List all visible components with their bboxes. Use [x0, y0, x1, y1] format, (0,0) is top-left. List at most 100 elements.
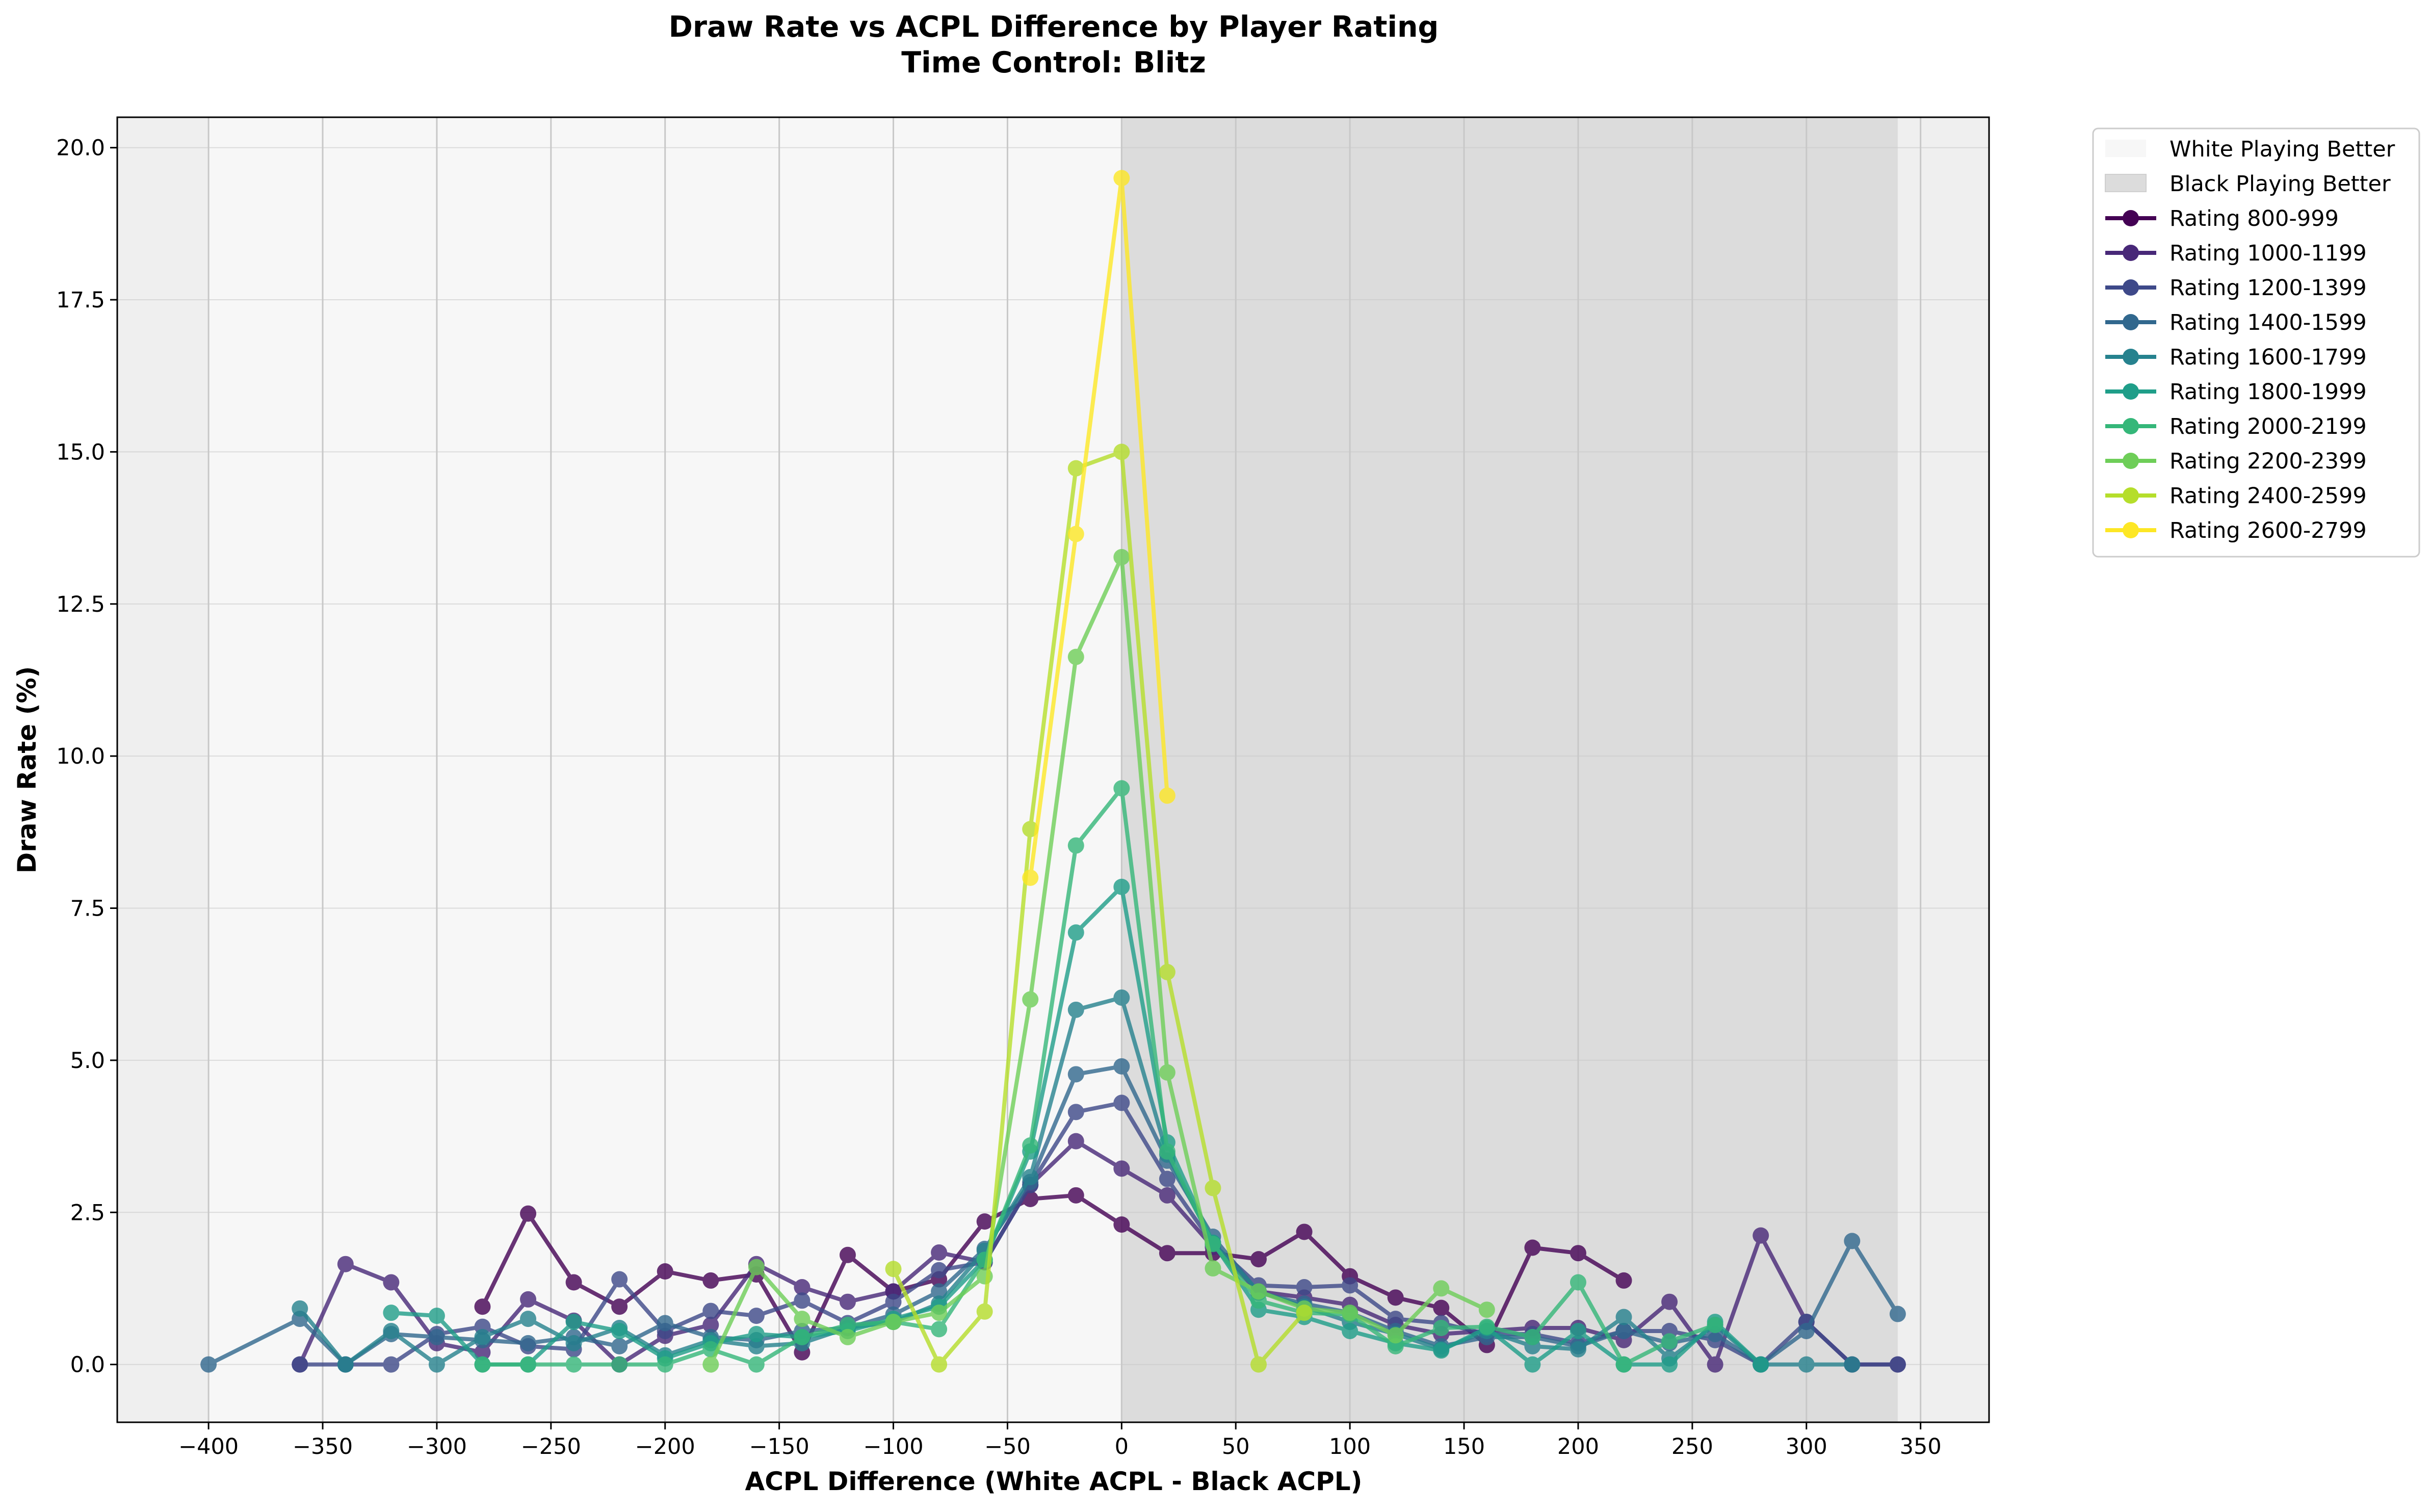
- series-1: [474, 1187, 1632, 1361]
- data-point: [1113, 444, 1130, 460]
- data-point: [1798, 1356, 1815, 1373]
- x-tick-label: 250: [1671, 1434, 1713, 1459]
- data-point: [1067, 837, 1084, 854]
- data-point: [1067, 648, 1084, 665]
- data-point: [1250, 1356, 1267, 1373]
- data-point: [1113, 989, 1130, 1006]
- data-point: [1067, 1104, 1084, 1120]
- data-point: [1067, 1066, 1084, 1083]
- data-point: [520, 1205, 537, 1222]
- data-point: [1570, 1322, 1586, 1339]
- data-point: [931, 1305, 948, 1321]
- data-point: [1478, 1301, 1495, 1318]
- series-line: [709, 555, 1488, 1366]
- data-point: [1753, 1356, 1769, 1373]
- data-point: [1342, 1277, 1358, 1294]
- data-point: [748, 1308, 765, 1324]
- data-point: [1159, 1064, 1175, 1081]
- legend-label: Black Playing Better: [2169, 171, 2391, 197]
- x-tick-label: −250: [521, 1434, 581, 1459]
- data-point: [1159, 963, 1175, 980]
- x-tick-label: 100: [1329, 1434, 1371, 1459]
- data-point: [428, 1328, 445, 1345]
- data-point: [1478, 1318, 1495, 1335]
- data-point: [200, 1356, 217, 1373]
- series-line: [891, 450, 1306, 1367]
- data-point: [1113, 878, 1130, 895]
- data-point: [1113, 170, 1130, 187]
- data-point: [702, 1302, 719, 1319]
- data-point: [292, 1300, 308, 1317]
- data-point: [1067, 526, 1084, 542]
- data-point: [794, 1292, 811, 1309]
- data-point: [1387, 1311, 1404, 1327]
- x-tick-label: −200: [635, 1434, 695, 1459]
- y-tick-label: 12.5: [56, 592, 105, 617]
- series-8: [702, 549, 1495, 1373]
- data-point: [976, 1303, 993, 1320]
- shaded-regions: [208, 117, 1898, 1422]
- data-point: [1661, 1356, 1678, 1373]
- data-point: [565, 1335, 582, 1351]
- data-point: [839, 1293, 856, 1310]
- x-axis-label: ACPL Difference (White ACPL - Black ACPL…: [745, 1467, 1363, 1496]
- y-axis: 0.0 2.5 5.0 7.5 10.0 12.5 15.0 17.5 20.0: [56, 136, 117, 1378]
- series-10: [1022, 170, 1175, 886]
- y-tick-label: 5.0: [70, 1048, 105, 1074]
- data-point: [1205, 1260, 1221, 1277]
- data-point: [657, 1315, 673, 1332]
- data-point: [1342, 1322, 1358, 1339]
- data-point: [520, 1335, 537, 1351]
- data-point: [1113, 1058, 1130, 1075]
- data-point: [383, 1322, 400, 1339]
- data-point: [931, 1244, 948, 1261]
- data-point: [1113, 1094, 1130, 1111]
- data-point: [611, 1338, 628, 1354]
- data-point: [337, 1256, 354, 1272]
- legend-label: White Playing Better: [2169, 137, 2395, 162]
- data-point: [839, 1317, 856, 1334]
- data-point: [1570, 1341, 1586, 1358]
- series-line: [1028, 176, 1169, 878]
- data-point: [885, 1293, 902, 1310]
- data-point: [748, 1259, 765, 1275]
- data-point: [839, 1328, 856, 1345]
- data-point: [885, 1314, 902, 1331]
- chart-title: Draw Rate vs ACPL Difference by Player R…: [669, 10, 1439, 44]
- data-point: [702, 1356, 719, 1373]
- data-point: [1524, 1239, 1541, 1256]
- region-black-better: [1121, 117, 1898, 1422]
- legend-marker: [2123, 453, 2139, 469]
- data-point: [794, 1311, 811, 1327]
- data-point: [1159, 1143, 1175, 1160]
- data-point: [1067, 460, 1084, 477]
- x-tick-label: 0: [1115, 1434, 1129, 1459]
- legend-label: Rating 2600-2799: [2169, 518, 2367, 543]
- data-point: [1067, 1001, 1084, 1018]
- data-point: [885, 1261, 902, 1278]
- data-point: [565, 1314, 582, 1331]
- data-point: [1433, 1342, 1450, 1359]
- data-point: [1113, 780, 1130, 797]
- legend-label: Rating 2200-2399: [2169, 449, 2367, 474]
- data-point: [1615, 1272, 1632, 1289]
- data-point: [1433, 1280, 1450, 1297]
- data-point: [1159, 787, 1175, 804]
- data-point: [1889, 1356, 1906, 1373]
- legend-marker: [2123, 245, 2139, 261]
- data-point: [1615, 1356, 1632, 1373]
- data-point: [1615, 1309, 1632, 1325]
- legend-box: [2092, 127, 2420, 558]
- data-point: [1113, 1160, 1130, 1177]
- legend-marker: [2123, 487, 2139, 504]
- y-tick-label: 20.0: [56, 136, 105, 161]
- data-point: [794, 1328, 811, 1345]
- x-tick-label: −150: [749, 1434, 809, 1459]
- legend-marker: [2123, 383, 2139, 400]
- x-tick-label: 200: [1557, 1434, 1599, 1459]
- data-point: [383, 1305, 400, 1321]
- plot-frame: [116, 116, 1990, 1423]
- data-point: [1661, 1333, 1678, 1350]
- data-point: [1022, 1137, 1039, 1154]
- x-tick-label: −50: [984, 1434, 1031, 1459]
